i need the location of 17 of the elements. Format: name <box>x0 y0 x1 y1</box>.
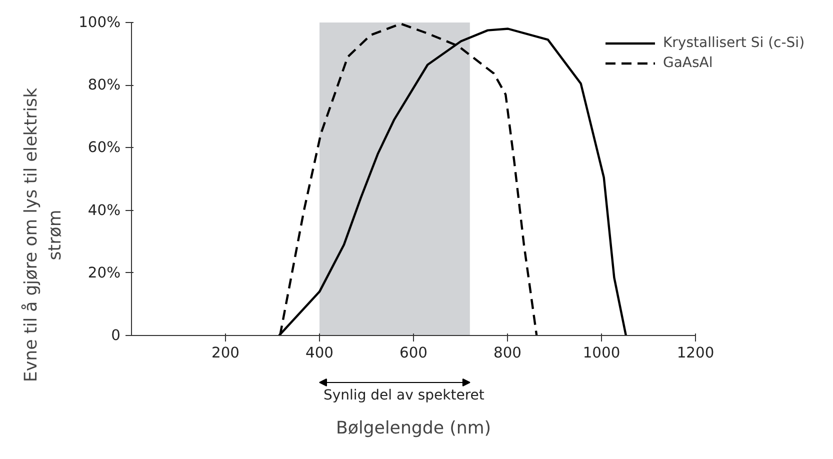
y-tick-label: 40% <box>88 202 121 219</box>
x-axis-title: Bølgelengde (nm) <box>336 418 491 438</box>
y-tick-label: 20% <box>88 264 121 282</box>
legend-label: Krystallisert Si (c-Si) <box>663 35 805 51</box>
legend-label: GaAsAl <box>663 55 713 71</box>
y-tick-label: 60% <box>88 139 121 156</box>
x-tick-label: 1200 <box>676 344 714 362</box>
x-tick-label: 1000 <box>582 344 620 362</box>
y-tick-label: 80% <box>88 76 121 94</box>
x-tick-label: 400 <box>306 344 334 362</box>
text: Synlig del av spekteret <box>324 387 485 404</box>
x-tick-label: 600 <box>400 344 428 362</box>
x-tick-label: 200 <box>212 344 240 362</box>
x-tick-label: 800 <box>494 344 522 362</box>
y-tick-label: 100% <box>78 14 121 31</box>
y-tick-label: 0 <box>111 327 121 344</box>
y-axis-title: Evne til å gjøre om lys til elektrisk strøm <box>20 88 66 382</box>
